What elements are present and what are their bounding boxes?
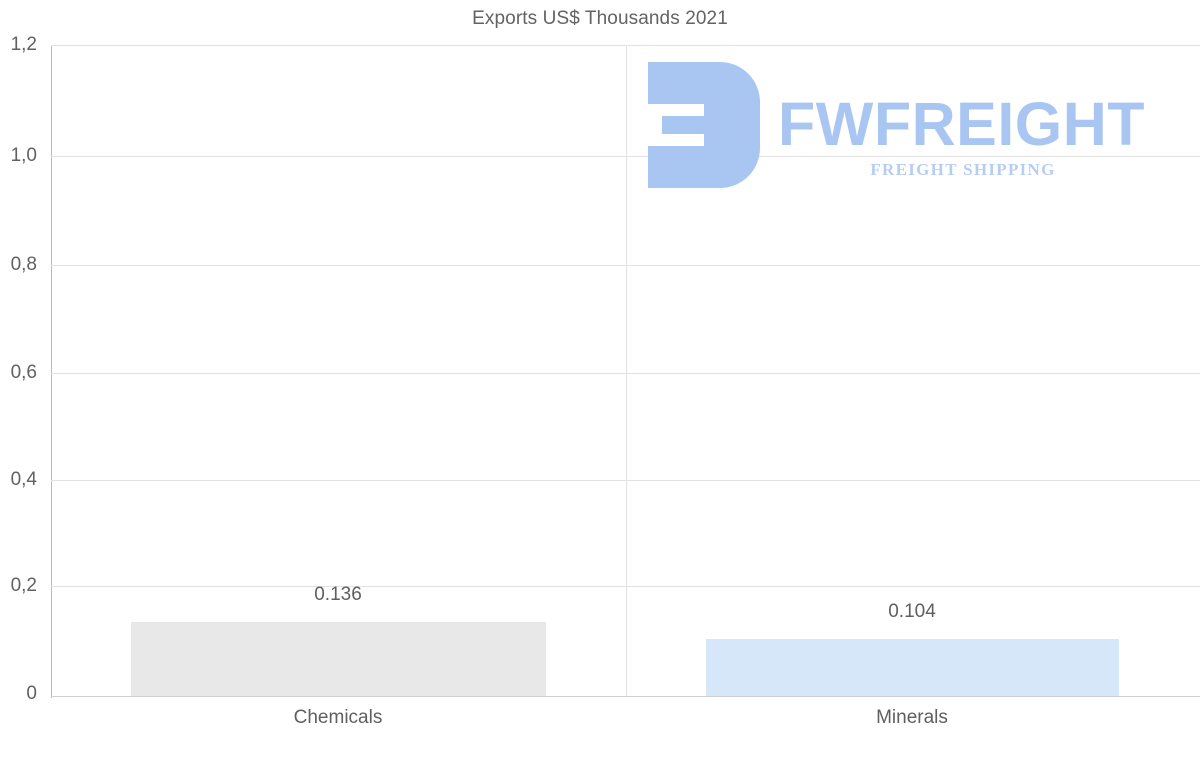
x-axis-label-chemicals: Chemicals — [293, 707, 383, 728]
plot-area — [51, 45, 1200, 697]
y-axis-line — [51, 45, 52, 698]
gridline-1-2 — [51, 45, 1200, 46]
y-axis-tick-label-0-8: 0,8 — [10, 254, 37, 275]
chart-title: Exports US$ Thousands 2021 — [472, 8, 728, 29]
bar-minerals[interactable] — [706, 639, 1119, 696]
x-axis-label-minerals: Minerals — [876, 707, 948, 728]
gridline-0-2 — [51, 586, 1200, 587]
gridline-category-separator — [626, 45, 627, 697]
bar-chemicals[interactable] — [131, 622, 546, 696]
y-axis-tick-label-0-4: 0,4 — [10, 469, 37, 490]
gridline-0-6 — [51, 373, 1200, 374]
bar-value-label-chemicals: 0.136 — [314, 584, 362, 605]
y-axis-tick-label-1-0: 1,0 — [10, 145, 37, 166]
y-axis-tick-label-0-2: 0,2 — [10, 575, 37, 596]
y-axis-tick-label-1-2: 1,2 — [10, 34, 37, 55]
bar-value-label-minerals: 0.104 — [888, 601, 936, 622]
x-axis-baseline — [51, 696, 1200, 697]
gridline-0-4 — [51, 480, 1200, 481]
gridline-1-0 — [51, 156, 1200, 157]
gridline-0-8 — [51, 265, 1200, 266]
y-axis-tick-label-0: 0 — [26, 683, 37, 704]
y-axis-tick-label-0-6: 0,6 — [10, 362, 37, 383]
